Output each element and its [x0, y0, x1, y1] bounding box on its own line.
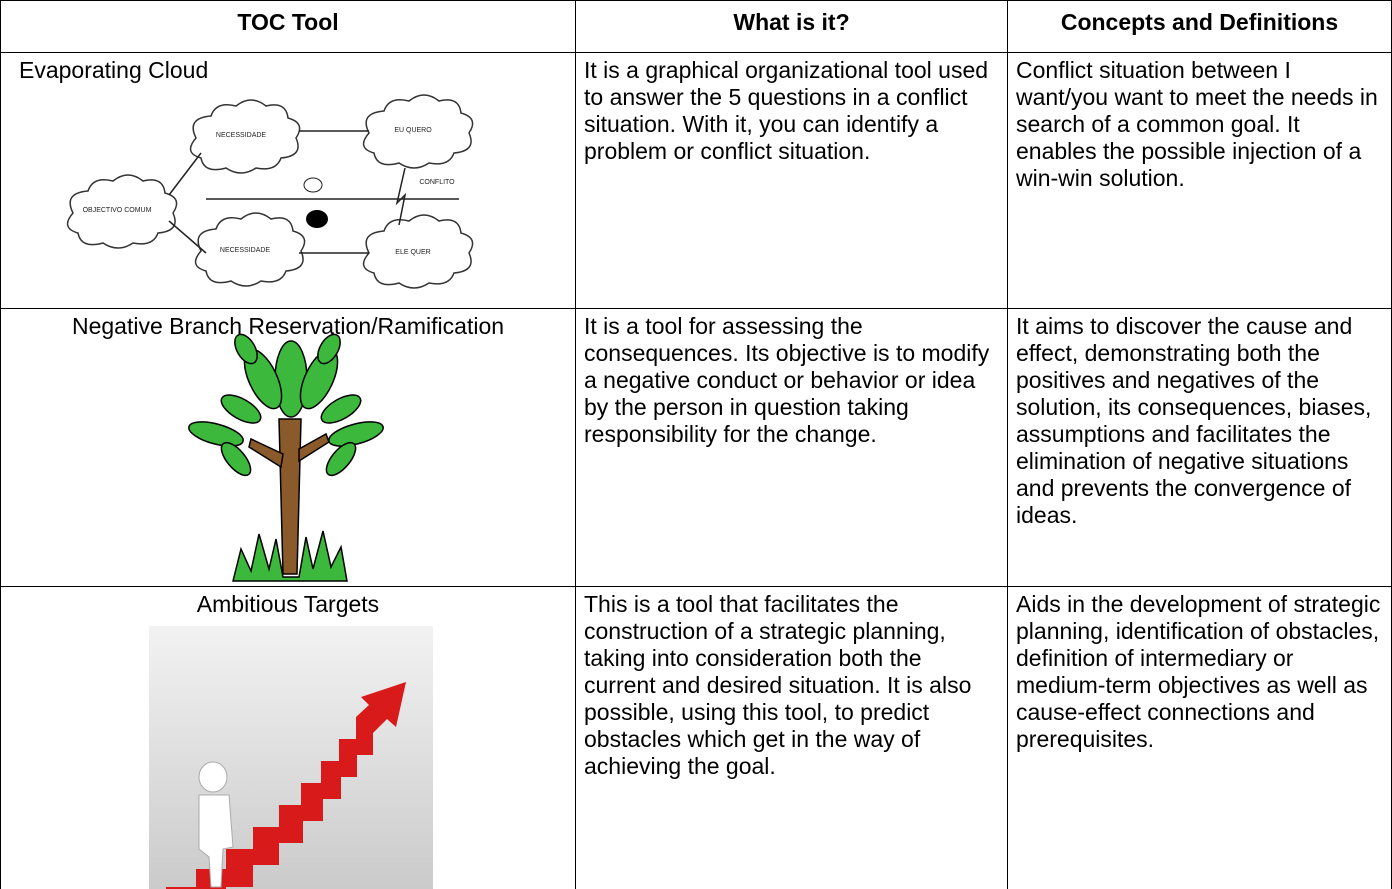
row: Negative Branch Reservation/Ramification… [0, 308, 1392, 587]
concept-cell: Conflict situation between I want/you wa… [1007, 52, 1392, 309]
diagram-label: EU QUERO [394, 127, 432, 134]
diagram-label: OBJECTIVO COMUM [83, 207, 152, 214]
tree-image [188, 333, 384, 582]
what-cell: It is a tool for assessing the consequen… [575, 308, 1008, 587]
cloud-diagram: NECESSIDADE EU QUERO OBJECTIVO COMUM CON… [66, 94, 474, 289]
stairs-image [149, 626, 433, 889]
diagram-label: CONFLITO [419, 179, 455, 186]
tool-cell: Ambitious Targets [0, 586, 576, 889]
diagram-label: NECESSIDADE [220, 247, 271, 254]
tool-name: Ambitious Targets [196, 591, 380, 617]
tool-cell: NECESSIDADE EU QUERO OBJECTIVO COMUM CON… [0, 52, 576, 309]
concept-cell: It aims to discover the cause and effect… [1007, 308, 1392, 587]
row: Ambitious Targets This is a tool that fa… [0, 586, 1392, 889]
concept-cell: Aids in the development of strategic pla… [1007, 586, 1392, 889]
header-cell: Concepts and Definitions [1007, 0, 1392, 53]
what-cell: This is a tool that facilitates the cons… [575, 586, 1008, 889]
row: NECESSIDADE EU QUERO OBJECTIVO COMUM CON… [0, 52, 1392, 309]
what-cell: It is a graphical organizational tool us… [575, 52, 1008, 309]
tool-name: Negative Branch Reservation/Ramification [71, 313, 505, 339]
tool-name: Evaporating Cloud [19, 57, 209, 83]
tool-cell: Negative Branch Reservation/Ramification [0, 308, 576, 587]
diagram-label: ELE QUER [395, 249, 430, 256]
header-cell: TOC Tool [0, 0, 576, 53]
header-cell: What is it? [575, 0, 1008, 53]
diagram-label: NECESSIDADE [216, 132, 267, 139]
header-row: TOC Tool What is it? Concepts and Defini… [0, 0, 1392, 53]
